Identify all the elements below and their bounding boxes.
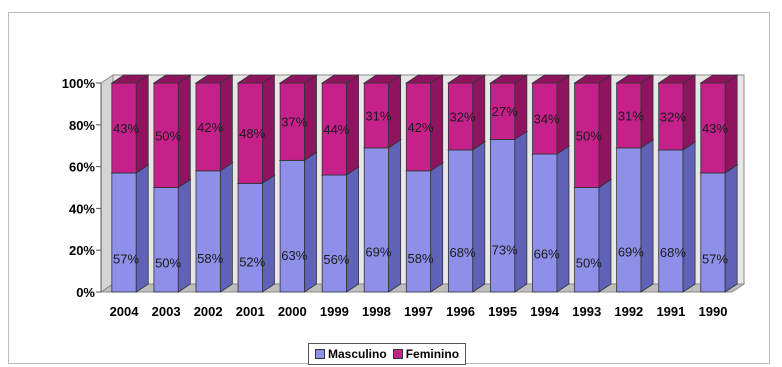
bar-feminino-1992 [615,74,655,149]
bar-masculino-1991 [657,141,697,293]
x-tick-label: 1993 [572,304,601,319]
x-tick-label: 1991 [656,304,685,319]
bar-masculino-1997 [404,162,445,293]
data-label-masculino-2002: 58% [197,251,223,266]
data-label-feminino-2000: 37% [281,115,307,130]
data-label-masculino-1993: 50% [576,256,602,271]
data-label-masculino-1999: 56% [323,252,349,267]
y-tick-label: 0% [76,285,95,300]
y-tick-label: 60% [69,160,95,175]
data-label-masculino-1994: 66% [534,246,560,261]
x-tick-label: 1995 [488,304,517,319]
legend-label-masculino: Masculino [328,347,387,361]
x-tick-label: 1999 [320,304,349,319]
bar-feminino-1990 [699,74,739,174]
data-label-masculino-1991: 68% [660,245,686,260]
bar-feminino-1998 [362,74,402,149]
bar-masculino-1994 [531,145,571,293]
data-label-feminino-1992: 31% [618,108,644,123]
bar-feminino-2001 [236,74,276,185]
data-label-feminino-1991: 32% [660,109,686,124]
bar-feminino-1997 [404,74,445,172]
legend-label-feminino: Feminino [405,347,460,361]
data-label-feminino-2004: 43% [113,121,139,136]
legend-swatch-feminino [392,349,403,359]
y-tick-label: 40% [69,201,95,216]
bar-feminino-2003 [152,74,192,189]
x-tick-label: 2004 [110,304,140,319]
data-label-feminino-1999: 44% [323,122,349,137]
x-tick-label: 1998 [362,304,391,319]
data-label-feminino-1998: 31% [365,108,391,123]
bar-masculino-1998 [362,139,402,293]
data-label-masculino-2001: 52% [239,255,265,270]
bar-masculino-2003 [152,178,192,293]
bar-masculino-1993 [573,178,613,293]
bar-feminino-2000 [278,74,318,162]
legend-item-masculino: Masculino [315,347,387,361]
data-label-masculino-2000: 63% [281,248,307,263]
x-tick-label: 2003 [152,304,181,319]
bar-masculino-2001 [236,174,276,293]
data-label-masculino-1990: 57% [702,252,728,267]
x-tick-label: 2002 [194,304,223,319]
data-label-masculino-1996: 68% [450,245,476,260]
side-wall [100,74,114,293]
bar-feminino-1996 [447,74,487,151]
bar-masculino-2000 [278,151,318,293]
bar-masculino-1996 [447,141,487,293]
data-label-feminino-1996: 32% [450,109,476,124]
bar-feminino-1995 [489,74,529,141]
legend-item-feminino: Feminino [392,347,460,361]
data-label-masculino-1992: 69% [618,245,644,260]
data-label-masculino-1995: 73% [492,242,518,257]
data-label-masculino-1998: 69% [365,245,391,260]
bar-masculino-1990 [699,164,739,293]
data-label-masculino-2004: 57% [113,252,139,267]
bar-feminino-1993 [573,74,613,189]
data-label-masculino-1997: 58% [407,251,433,266]
data-label-masculino-2003: 50% [155,256,181,271]
data-label-feminino-1990: 43% [702,121,728,136]
bar-feminino-1994 [531,74,571,155]
bar-feminino-1991 [657,74,697,151]
data-label-feminino-1993: 50% [576,128,602,143]
bar-feminino-2004 [110,74,150,174]
data-label-feminino-2001: 48% [239,126,265,141]
bar-masculino-1992 [615,139,655,293]
legend: Masculino Feminino [308,343,467,365]
data-label-feminino-2003: 50% [155,128,181,143]
y-tick-label: 20% [69,243,95,258]
x-tick-label: 1994 [530,304,560,319]
data-label-feminino-1994: 34% [534,112,560,127]
data-label-feminino-2002: 42% [197,120,223,135]
bar-masculino-1999 [320,166,360,293]
x-tick-label: 1990 [699,304,728,319]
bar-feminino-1999 [320,74,360,176]
y-tick-label: 100% [62,76,96,91]
x-tick-label: 1997 [404,304,433,319]
x-tick-label: 2001 [236,304,265,319]
y-tick-label: 80% [69,118,95,133]
data-label-feminino-1995: 27% [492,104,518,119]
bar-feminino-2002 [194,74,234,172]
legend-swatch-masculino [315,349,325,359]
x-tick-label: 1992 [614,304,643,319]
x-tick-label: 2000 [278,304,307,319]
x-tick-label: 1996 [446,304,475,319]
bar-masculino-2002 [194,162,234,293]
data-label-feminino-1997: 42% [407,120,433,135]
bar-masculino-2004 [110,164,150,293]
bar-masculino-1995 [489,130,529,293]
